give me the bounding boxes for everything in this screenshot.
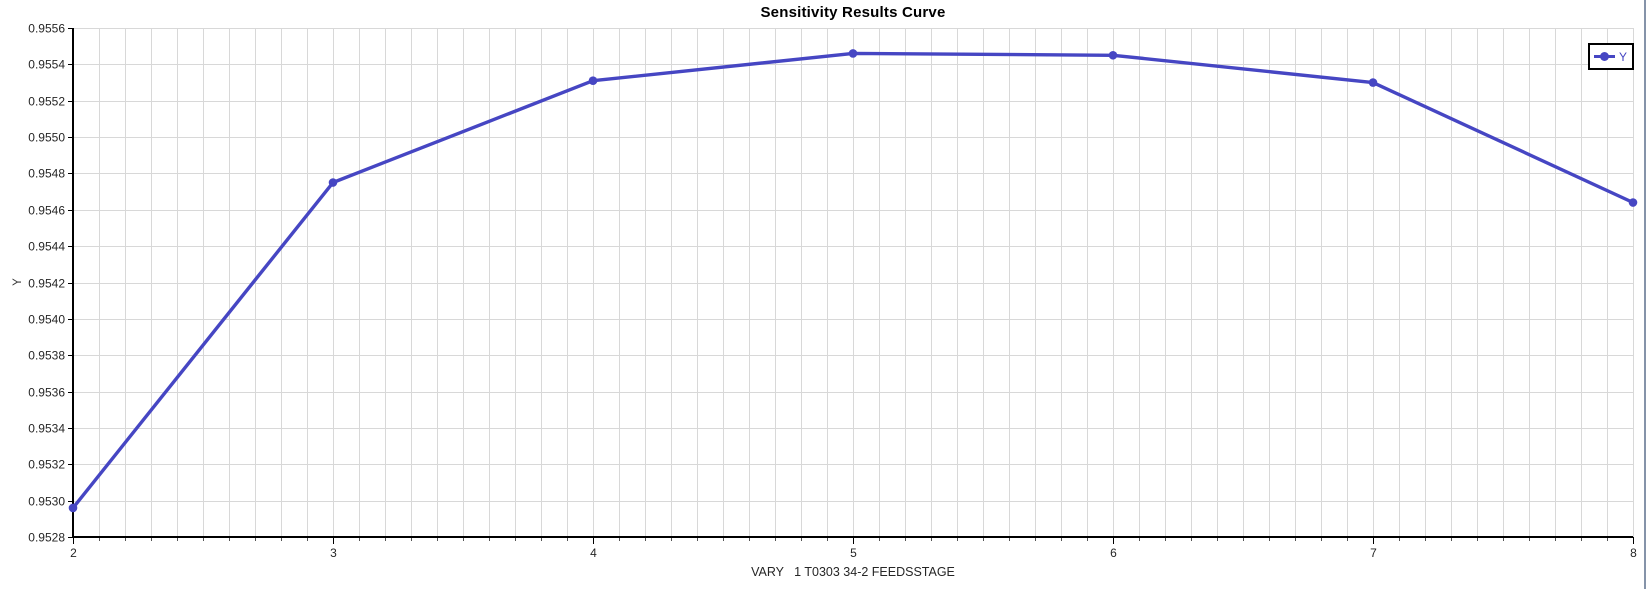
series-point[interactable] (328, 178, 338, 187)
y-tick-label: 0.9530 (28, 495, 65, 509)
series-point[interactable] (1628, 198, 1638, 207)
series-point[interactable] (848, 49, 858, 58)
y-tick-label: 0.9540 (28, 313, 65, 327)
y-tick-label: 0.9542 (28, 277, 65, 291)
y-tick-label: 0.9554 (28, 58, 65, 72)
x-tick-label: 2 (70, 546, 77, 560)
y-tick-label: 0.9556 (28, 22, 65, 36)
series-point[interactable] (588, 76, 598, 86)
y-axis-title: Y (12, 278, 24, 286)
x-tick-label: 7 (1370, 546, 1377, 560)
series-point[interactable] (68, 503, 78, 513)
legend-series-label: Y (1619, 49, 1628, 64)
legend-dot-glyph (1600, 52, 1609, 61)
y-tick-label: 0.9528 (28, 531, 65, 545)
x-tick-label: 8 (1630, 546, 1637, 560)
y-tick-label: 0.9538 (28, 349, 65, 363)
x-tick-label: 6 (1110, 546, 1117, 560)
legend[interactable]: Y (1588, 43, 1634, 70)
x-tick-label: 5 (850, 546, 857, 560)
series-point[interactable] (1368, 78, 1378, 87)
y-tick-label: 0.9550 (28, 131, 65, 145)
y-tick-label: 0.9532 (28, 458, 65, 472)
y-tick-label: 0.9544 (28, 240, 65, 254)
legend-series-marker-icon (1594, 51, 1615, 62)
x-axis-title: VARY 1 T0303 34-2 FEEDSSTAGE (751, 565, 955, 579)
panel-splitter[interactable] (1644, 0, 1646, 589)
x-tick-label: 3 (330, 546, 337, 560)
y-tick-label: 0.9548 (28, 167, 65, 181)
y-tick-label: 0.9534 (28, 422, 65, 436)
y-tick-label: 0.9552 (28, 95, 65, 109)
y-tick-label: 0.9536 (28, 386, 65, 400)
chart-title: Sensitivity Results Curve (760, 4, 946, 21)
y-tick-label: 0.9546 (28, 204, 65, 218)
x-tick-label: 4 (590, 546, 597, 560)
series-point[interactable] (1108, 50, 1118, 60)
